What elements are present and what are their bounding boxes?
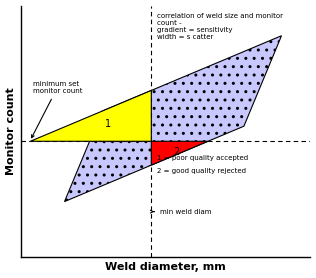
Polygon shape — [64, 36, 282, 202]
Y-axis label: Monitor count: Monitor count — [6, 87, 15, 175]
Text: min weld diam: min weld diam — [150, 209, 211, 215]
Text: 1: 1 — [105, 119, 111, 129]
Text: minimum set
monitor count: minimum set monitor count — [32, 81, 82, 138]
Text: 2: 2 — [173, 147, 179, 157]
Text: correlation of weld size and monitor
count -
gradient = sensitivity
width = s ca: correlation of weld size and monitor cou… — [157, 13, 283, 40]
Text: 1 = poor quality accepted: 1 = poor quality accepted — [157, 155, 248, 161]
X-axis label: Weld diameter, mm: Weld diameter, mm — [106, 262, 226, 272]
Polygon shape — [30, 90, 151, 141]
Polygon shape — [151, 141, 208, 165]
Text: 2 = good quality rejected: 2 = good quality rejected — [157, 168, 246, 174]
